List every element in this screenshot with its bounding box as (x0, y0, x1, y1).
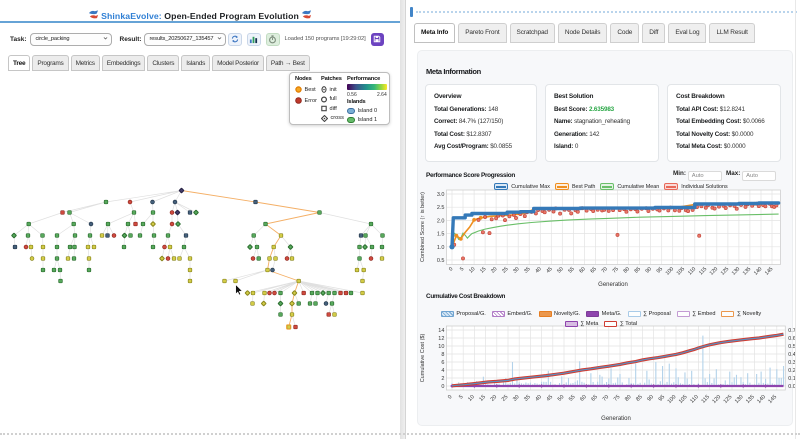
svg-text:4: 4 (441, 368, 444, 374)
svg-text:70: 70 (602, 394, 611, 403)
svg-text:0.4: 0.4 (788, 352, 795, 358)
svg-text:8: 8 (441, 352, 444, 358)
svg-text:5: 5 (458, 394, 464, 400)
svg-text:60: 60 (578, 266, 586, 274)
svg-text:80: 80 (624, 394, 633, 403)
svg-text:1.0: 1.0 (437, 245, 445, 251)
svg-text:130: 130 (731, 266, 742, 277)
svg-text:75: 75 (611, 266, 619, 274)
svg-text:135: 135 (742, 266, 753, 277)
svg-text:55: 55 (568, 394, 577, 403)
svg-text:10: 10 (438, 344, 444, 350)
svg-text:Combined Score (↑ is better): Combined Score (↑ is better) (420, 192, 426, 262)
svg-text:20: 20 (490, 266, 498, 274)
svg-text:65: 65 (590, 394, 599, 403)
svg-text:15: 15 (479, 266, 487, 274)
svg-text:2.5: 2.5 (437, 205, 445, 211)
svg-text:10: 10 (468, 266, 476, 274)
svg-text:125: 125 (723, 394, 734, 405)
svg-text:120: 120 (709, 266, 720, 277)
svg-text:125: 125 (720, 266, 731, 277)
svg-text:105: 105 (676, 266, 687, 277)
svg-text:85: 85 (634, 266, 642, 274)
svg-text:55: 55 (567, 266, 575, 274)
svg-text:90: 90 (645, 266, 653, 274)
svg-text:110: 110 (689, 394, 699, 404)
svg-text:145: 145 (767, 394, 778, 405)
svg-text:60: 60 (579, 394, 588, 403)
svg-text:5: 5 (459, 266, 465, 272)
svg-text:85: 85 (635, 394, 644, 403)
svg-text:0.5: 0.5 (437, 258, 445, 264)
svg-text:75: 75 (613, 394, 622, 403)
svg-text:135: 135 (745, 394, 756, 405)
svg-text:0.2: 0.2 (788, 368, 795, 374)
svg-text:30: 30 (512, 266, 520, 274)
svg-text:120: 120 (711, 394, 722, 405)
svg-text:115: 115 (698, 266, 708, 276)
svg-text:0.3: 0.3 (788, 360, 795, 366)
svg-text:35: 35 (523, 266, 531, 274)
svg-text:50: 50 (556, 266, 564, 274)
svg-text:2.0: 2.0 (437, 218, 445, 224)
svg-text:110: 110 (687, 266, 697, 276)
svg-text:3.0: 3.0 (437, 192, 445, 198)
svg-text:0.1: 0.1 (788, 376, 795, 382)
svg-text:35: 35 (523, 394, 532, 403)
svg-text:140: 140 (753, 266, 764, 277)
svg-text:0.5: 0.5 (788, 344, 795, 350)
svg-text:105: 105 (678, 394, 689, 405)
svg-text:40: 40 (534, 266, 542, 274)
svg-text:20: 20 (490, 394, 499, 403)
svg-text:12: 12 (438, 336, 444, 342)
svg-text:115: 115 (701, 394, 711, 404)
svg-text:130: 130 (734, 394, 745, 405)
svg-text:145: 145 (764, 266, 775, 277)
svg-text:0.6: 0.6 (788, 336, 795, 342)
svg-text:95: 95 (656, 266, 664, 274)
svg-text:90: 90 (646, 394, 655, 403)
svg-text:Cumulative Cost ($): Cumulative Cost ($) (420, 334, 426, 383)
svg-text:100: 100 (665, 266, 676, 277)
svg-text:80: 80 (623, 266, 631, 274)
svg-text:45: 45 (545, 266, 553, 274)
svg-text:Generation: Generation (598, 282, 628, 288)
svg-text:25: 25 (501, 394, 510, 403)
svg-text:30: 30 (512, 394, 521, 403)
svg-text:70: 70 (600, 266, 608, 274)
svg-text:100: 100 (667, 394, 678, 405)
svg-text:0: 0 (447, 394, 453, 400)
svg-text:0: 0 (441, 384, 444, 390)
svg-text:15: 15 (478, 394, 487, 403)
svg-text:0: 0 (448, 266, 454, 272)
svg-text:65: 65 (589, 266, 597, 274)
svg-text:0.7: 0.7 (788, 328, 795, 334)
svg-text:2: 2 (441, 376, 444, 382)
svg-text:10: 10 (467, 394, 476, 403)
svg-text:6: 6 (441, 360, 444, 366)
svg-text:25: 25 (501, 266, 509, 274)
svg-text:140: 140 (756, 394, 767, 405)
svg-text:40: 40 (534, 394, 543, 403)
svg-text:45: 45 (546, 394, 555, 403)
svg-text:14: 14 (438, 328, 444, 334)
svg-text:Generation: Generation (601, 416, 631, 422)
svg-text:95: 95 (658, 394, 667, 403)
svg-text:1.5: 1.5 (437, 232, 445, 238)
svg-text:50: 50 (557, 394, 566, 403)
svg-text:0.0: 0.0 (788, 384, 795, 390)
